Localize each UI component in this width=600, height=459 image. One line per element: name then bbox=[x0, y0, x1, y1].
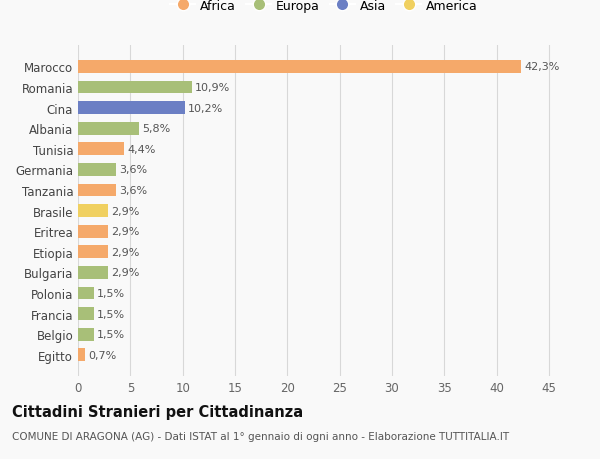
Text: COMUNE DI ARAGONA (AG) - Dati ISTAT al 1° gennaio di ogni anno - Elaborazione TU: COMUNE DI ARAGONA (AG) - Dati ISTAT al 1… bbox=[12, 431, 509, 442]
Bar bbox=[78, 308, 94, 320]
Text: 10,9%: 10,9% bbox=[195, 83, 230, 93]
Text: 1,5%: 1,5% bbox=[97, 309, 125, 319]
Bar bbox=[78, 246, 109, 258]
Bar bbox=[78, 266, 109, 279]
Bar bbox=[78, 164, 116, 176]
Text: 2,9%: 2,9% bbox=[112, 247, 140, 257]
Text: 4,4%: 4,4% bbox=[127, 145, 155, 155]
Text: 2,9%: 2,9% bbox=[112, 268, 140, 278]
Legend: Africa, Europa, Asia, America: Africa, Europa, Asia, America bbox=[166, 0, 482, 17]
Bar bbox=[78, 205, 109, 218]
Bar bbox=[78, 61, 521, 73]
Bar bbox=[78, 287, 94, 300]
Text: 1,5%: 1,5% bbox=[97, 330, 125, 339]
Text: Cittadini Stranieri per Cittadinanza: Cittadini Stranieri per Cittadinanza bbox=[12, 404, 303, 419]
Text: 2,9%: 2,9% bbox=[112, 206, 140, 216]
Bar bbox=[78, 81, 192, 94]
Bar bbox=[78, 349, 85, 361]
Text: 3,6%: 3,6% bbox=[119, 185, 147, 196]
Text: 0,7%: 0,7% bbox=[88, 350, 117, 360]
Text: 10,2%: 10,2% bbox=[188, 103, 223, 113]
Bar bbox=[78, 225, 109, 238]
Text: 42,3%: 42,3% bbox=[524, 62, 559, 72]
Bar bbox=[78, 123, 139, 135]
Bar bbox=[78, 184, 116, 197]
Bar bbox=[78, 328, 94, 341]
Text: 5,8%: 5,8% bbox=[142, 124, 170, 134]
Text: 1,5%: 1,5% bbox=[97, 288, 125, 298]
Text: 3,6%: 3,6% bbox=[119, 165, 147, 175]
Bar bbox=[78, 102, 185, 115]
Text: 2,9%: 2,9% bbox=[112, 227, 140, 237]
Bar bbox=[78, 143, 124, 156]
